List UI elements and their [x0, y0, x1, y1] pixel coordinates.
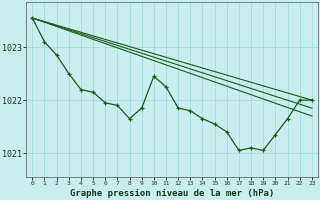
X-axis label: Graphe pression niveau de la mer (hPa): Graphe pression niveau de la mer (hPa) — [70, 189, 274, 198]
